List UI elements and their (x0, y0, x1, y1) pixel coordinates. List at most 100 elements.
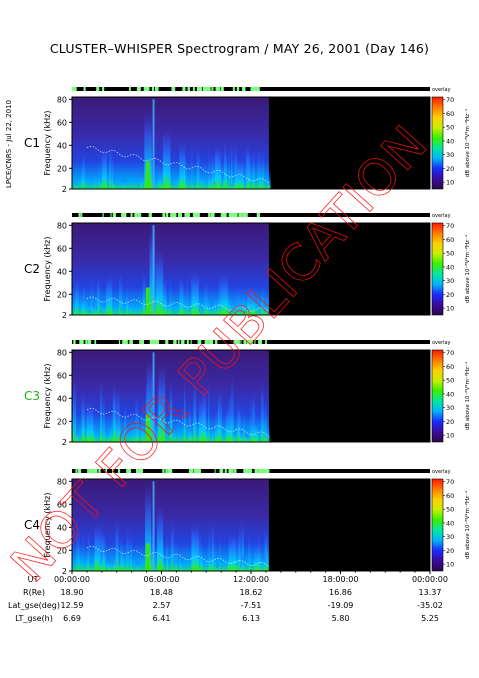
wave-streak (89, 558, 93, 571)
ephemeris-label: R(Re) (23, 588, 45, 597)
wave-streak (223, 140, 227, 189)
wave-streak (100, 548, 103, 571)
status-segment (198, 340, 202, 344)
panel-frame (71, 96, 431, 190)
wave-streak (260, 379, 264, 442)
wave-streak (183, 285, 188, 315)
colorbar-tick-label: 10 (446, 432, 454, 440)
wave-streak (222, 167, 225, 189)
y-axis-label: Frequency (kHz) (43, 364, 52, 429)
wave-burst (101, 145, 108, 189)
wave-streak (231, 139, 233, 189)
colorbar-label: dB above 10⁻⁸V²m⁻²Hz⁻¹ (464, 235, 471, 303)
chart-title: CLUSTER–WHISPER Spectrogram / MAY 26, 20… (49, 41, 430, 56)
wave-streak (260, 161, 263, 189)
status-segment (250, 87, 254, 91)
wave-streak (88, 310, 90, 315)
colorbar-tick-label: 30 (446, 277, 454, 285)
x-tick-label: 18:00:00 (323, 575, 359, 584)
wave-streak (92, 300, 96, 315)
wave-streak (221, 175, 223, 189)
wave-streak (109, 139, 112, 189)
wave-streak (199, 167, 202, 189)
wave-streak (112, 176, 116, 189)
wave-streak (80, 157, 83, 189)
y-tick-label: 40 (57, 141, 67, 150)
wave-streak (263, 553, 267, 571)
wave-streak (169, 378, 173, 442)
wave-streak (107, 553, 110, 571)
wave-streak (78, 539, 82, 571)
y-axis-label: Frequency (kHz) (43, 493, 52, 558)
wave-streak (100, 375, 102, 442)
ephemeris-table: R(Re) 18.90 18.48 18.62 16.86 13.37 Lat_gse(de… (8, 588, 443, 623)
wave-burst (94, 521, 100, 571)
burst-spike (152, 225, 155, 315)
wave-streak (186, 271, 189, 315)
status-segment (92, 469, 97, 473)
wave-burst (236, 156, 244, 189)
status-segment (139, 469, 143, 473)
status-segment (105, 469, 108, 473)
y-tick-label: 60 (57, 500, 67, 509)
colorbar-tick-label: 20 (446, 418, 454, 426)
status-segment (143, 87, 147, 91)
status-segment (206, 87, 210, 91)
colorbar-tick-label: 40 (446, 137, 454, 145)
wave-streak (241, 520, 244, 571)
status-segment (154, 340, 159, 344)
wave-streak (257, 144, 261, 189)
colorbar (431, 96, 444, 190)
wave-streak (141, 415, 145, 442)
wave-streak (218, 271, 221, 315)
status-segment (113, 213, 115, 217)
ephemeris-value: 18.62 (240, 588, 263, 597)
wave-streak (95, 164, 97, 189)
wave-streak (134, 301, 136, 315)
y-tick-label: 60 (57, 118, 67, 127)
wave-streak (246, 289, 248, 315)
status-segment (85, 340, 88, 344)
colorbar-tick-label: 10 (446, 305, 454, 313)
status-segment (209, 87, 211, 91)
status-segment (165, 340, 169, 344)
status-segment (137, 213, 142, 217)
wave-burst (106, 273, 113, 315)
wave-streak (179, 275, 184, 315)
status-segment (262, 469, 265, 473)
wave-streak (207, 168, 211, 189)
wave-streak (261, 148, 265, 189)
status-segment (190, 340, 192, 344)
wave-streak (211, 542, 214, 571)
status-segment (254, 469, 258, 473)
wave-streak (236, 299, 241, 315)
wave-streak (166, 535, 169, 571)
wave-streak (97, 154, 101, 189)
wave-streak (263, 307, 266, 315)
wave-streak (142, 270, 146, 315)
x-axis-label: UT (28, 575, 39, 584)
wave-streak (216, 563, 219, 571)
status-segment (240, 340, 242, 344)
wave-streak (117, 407, 121, 442)
wave-streak (180, 553, 183, 571)
wave-streak (168, 275, 172, 315)
wave-streak (220, 385, 223, 442)
ephemeris-label: Lat_gse(deg) (8, 601, 60, 610)
status-segment (196, 469, 201, 473)
wave-streak (82, 150, 86, 189)
status-segment (250, 340, 253, 344)
spacecraft-label: C4 (24, 518, 40, 532)
wave-streak (238, 283, 241, 315)
wave-burst (215, 145, 222, 189)
colorbar-tick-label: 70 (446, 222, 454, 230)
status-segment (110, 213, 112, 217)
status-segment (75, 469, 78, 473)
y-tick-label: 40 (57, 523, 67, 532)
spacecraft-label: C3 (24, 389, 40, 403)
status-segment (171, 87, 176, 91)
wave-burst (149, 223, 155, 315)
wave-streak (218, 397, 221, 442)
x-tick-label: 00:00:00 (54, 575, 90, 584)
wave-streak (256, 283, 259, 315)
